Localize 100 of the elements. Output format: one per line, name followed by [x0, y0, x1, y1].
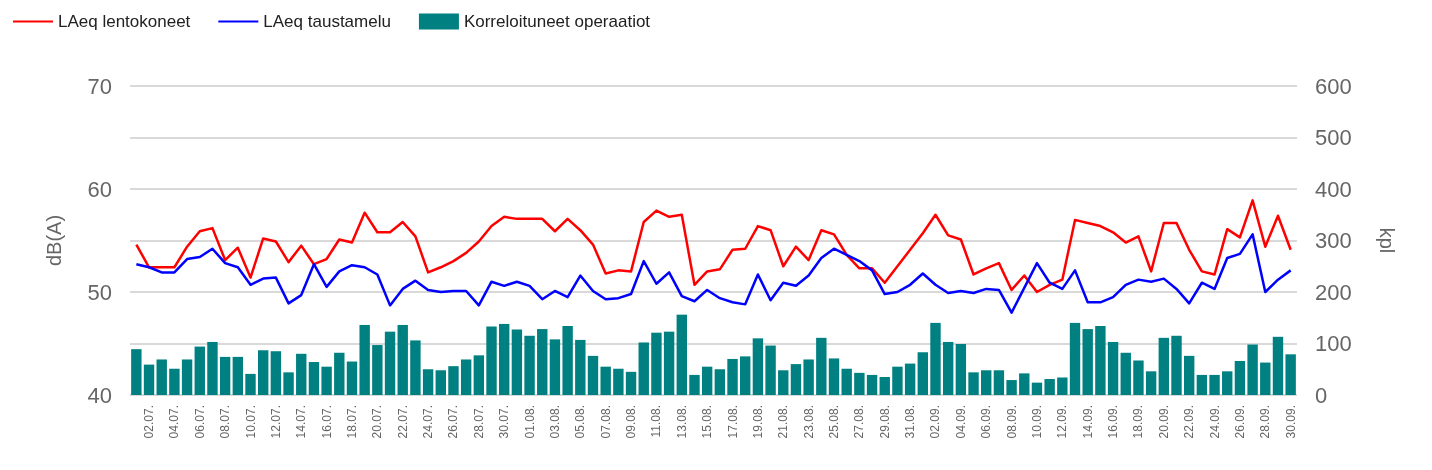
bar [219, 356, 231, 395]
bar [1044, 379, 1055, 395]
bar [1222, 371, 1233, 395]
bar [727, 358, 738, 395]
bar [422, 369, 434, 395]
bar [904, 363, 916, 395]
x-tick-label: 11.08. [649, 405, 664, 438]
bar [676, 314, 687, 395]
y-tick-label: 70 [87, 73, 112, 99]
bar [1006, 380, 1017, 395]
bar [537, 329, 548, 395]
bar [1247, 344, 1258, 395]
x-tick-label: 03.08. [547, 405, 562, 439]
x-tick-label: 19.08. [750, 405, 765, 439]
bar [524, 335, 535, 395]
bar [625, 371, 637, 395]
bar [169, 368, 180, 395]
bar [663, 331, 675, 395]
bar [942, 341, 954, 395]
bar [448, 366, 459, 395]
bar [816, 337, 827, 395]
x-tick-label: 08.09. [1004, 405, 1019, 439]
bar [1095, 325, 1106, 395]
x-tick-label: 28.07. [471, 405, 486, 439]
y-tick-label: 50 [87, 279, 112, 305]
bar [245, 373, 256, 395]
x-tick-label: 15.08. [700, 405, 715, 439]
x-tick-label: 10.07. [243, 405, 258, 439]
bar [207, 341, 218, 395]
legend-label: LAeq taustamelu [263, 12, 391, 31]
x-tick-label: 26.09. [1232, 405, 1247, 439]
bar [460, 359, 472, 395]
bar [575, 339, 586, 395]
bar [1107, 341, 1119, 395]
line-series [135, 233, 1292, 314]
bar [384, 331, 396, 395]
y2-tick-label: 500 [1315, 125, 1352, 150]
bar [778, 370, 789, 395]
x-tick-label: 18.07. [344, 405, 359, 439]
x-tick-label: 26.07. [446, 405, 461, 439]
bar [752, 338, 764, 395]
y2-tick-label: 100 [1315, 331, 1352, 356]
x-tick-label: 25.08. [827, 405, 842, 439]
bar [1234, 361, 1246, 395]
x-tick-label: 08.07. [218, 405, 233, 439]
x-tick-label: 14.09. [1080, 405, 1095, 439]
x-tick-label: 02.07. [142, 405, 157, 439]
bar [486, 326, 497, 395]
y-axis-title: dB(A) [43, 214, 65, 267]
x-tick-label: 24.09. [1207, 405, 1222, 439]
bar [1069, 322, 1081, 395]
bar [334, 352, 345, 395]
x-tick-label: 16.09. [1106, 405, 1121, 439]
x-tick-label: 02.09. [928, 405, 943, 439]
bar [981, 370, 992, 395]
bar [283, 372, 294, 395]
x-tick-label: 28.09. [1258, 405, 1273, 439]
bar [879, 376, 890, 395]
bar [1196, 374, 1208, 395]
bar [1209, 374, 1220, 395]
bar [346, 361, 358, 395]
bar [511, 329, 523, 395]
x-tick-label: 21.08. [776, 405, 791, 439]
x-tick-label: 27.08. [852, 405, 867, 439]
bar [1260, 362, 1271, 395]
bar [308, 362, 320, 395]
x-tick-label: 16.07. [319, 405, 334, 439]
x-tick-label: 06.07. [192, 405, 207, 439]
bar [854, 372, 865, 395]
bar [600, 366, 611, 395]
bar [181, 359, 193, 395]
bar [638, 342, 649, 395]
x-tick-label: 01.08. [522, 405, 537, 439]
bar [232, 356, 244, 395]
bar [1057, 377, 1068, 395]
bar [1133, 360, 1144, 395]
legend-label: LAeq lentokoneet [58, 12, 191, 31]
bar [930, 322, 941, 395]
bar [359, 324, 370, 395]
y2-tick-label: 0 [1315, 382, 1328, 408]
bar [1082, 329, 1093, 395]
bar [257, 350, 269, 395]
x-tick-label: 30.07. [497, 405, 512, 439]
x-tick-label: 20.07. [370, 405, 385, 439]
bar [714, 369, 726, 395]
bar [321, 366, 332, 395]
bar [549, 339, 561, 395]
x-tick-label: 30.09. [1283, 405, 1298, 439]
y2-tick-label: 200 [1315, 279, 1352, 305]
bar [587, 355, 599, 395]
y2-tick-label: 600 [1315, 73, 1352, 99]
x-tick-label: 12.09. [1055, 405, 1070, 439]
y2-axis-title: kpl [1376, 227, 1398, 254]
bar [1285, 354, 1296, 395]
bar [562, 325, 573, 395]
bar [270, 351, 282, 395]
bar [1031, 382, 1043, 395]
bar [765, 345, 776, 395]
x-tick-label: 06.09. [979, 405, 994, 439]
bar [1171, 335, 1182, 395]
